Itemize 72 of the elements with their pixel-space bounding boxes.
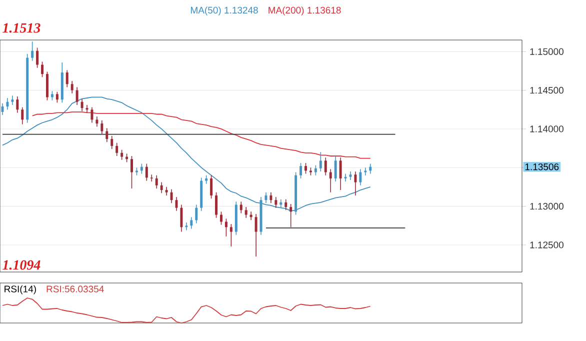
text: MA(200) 1.13618 <box>268 6 341 16</box>
candlestick <box>220 211 222 226</box>
candlestick <box>210 174 213 199</box>
candlestick <box>1 103 4 116</box>
candlestick <box>11 95 14 106</box>
candlestick <box>270 192 272 204</box>
candlestick <box>6 98 9 110</box>
candlestick <box>224 218 228 237</box>
text: 1.13506 <box>525 163 559 170</box>
candlestick <box>145 163 148 182</box>
candlestick <box>70 80 74 94</box>
candlestick <box>284 198 288 211</box>
annotation: 1.1094 <box>2 260 40 270</box>
candlestick <box>160 182 163 194</box>
candlestick <box>100 120 104 135</box>
y-tick-label: 1.12500 <box>530 242 564 248</box>
candlestick <box>369 163 372 174</box>
candlestick <box>130 156 133 189</box>
candlestick <box>354 171 357 196</box>
candlestick <box>140 163 143 174</box>
candlestick <box>324 157 327 176</box>
y-tick-label: 1.14000 <box>530 126 564 132</box>
candlestick <box>150 174 153 182</box>
candlestick <box>364 167 367 176</box>
candlestick <box>334 156 337 182</box>
candlestick <box>80 98 84 112</box>
candlestick <box>254 214 258 257</box>
candlestick <box>106 128 108 142</box>
candlestick <box>170 188 173 204</box>
candlestick <box>110 135 114 150</box>
text: 1.1513 <box>2 23 40 33</box>
candlestick <box>16 96 19 114</box>
candlestick <box>215 192 218 218</box>
candlestick <box>41 61 44 78</box>
candlestick <box>56 91 58 104</box>
candlestick <box>244 206 248 218</box>
candlestick <box>50 90 54 101</box>
candlestick <box>240 201 242 214</box>
candlestick <box>304 162 307 174</box>
candlestick <box>195 204 198 224</box>
candlestick <box>300 162 302 179</box>
y-tick-label: 1.14500 <box>530 86 564 94</box>
chart-title: RSI(14) <box>4 285 36 294</box>
candlestick <box>21 106 24 125</box>
series-label: RSI:56.03354 <box>46 286 104 292</box>
candlestick <box>96 116 98 128</box>
candlestick <box>116 142 118 156</box>
candlestick <box>290 204 292 228</box>
candlestick <box>31 41 34 62</box>
candlestick <box>359 168 362 186</box>
candlestick <box>274 196 278 208</box>
y-tick-label: 1.15000 <box>530 48 564 55</box>
candlestick <box>185 222 188 231</box>
candlestick <box>314 164 317 176</box>
candlestick <box>344 173 347 182</box>
candlestick <box>46 71 48 101</box>
text: MA(50) 1.13248 <box>190 6 258 16</box>
candlestick <box>66 70 68 88</box>
candlestick <box>36 47 39 68</box>
candlestick <box>155 174 158 189</box>
candlestick <box>230 224 232 247</box>
candlestick <box>190 216 193 230</box>
candlestick <box>329 168 332 193</box>
candlestick <box>175 196 178 212</box>
candlestick <box>264 192 268 204</box>
candlestick <box>180 204 183 232</box>
candlestick <box>120 149 124 160</box>
candlestick <box>76 86 78 106</box>
candlestick <box>339 157 342 190</box>
candlestick <box>90 106 94 124</box>
y-tick-label: 1.13000 <box>530 202 564 210</box>
candlestick <box>319 152 322 172</box>
